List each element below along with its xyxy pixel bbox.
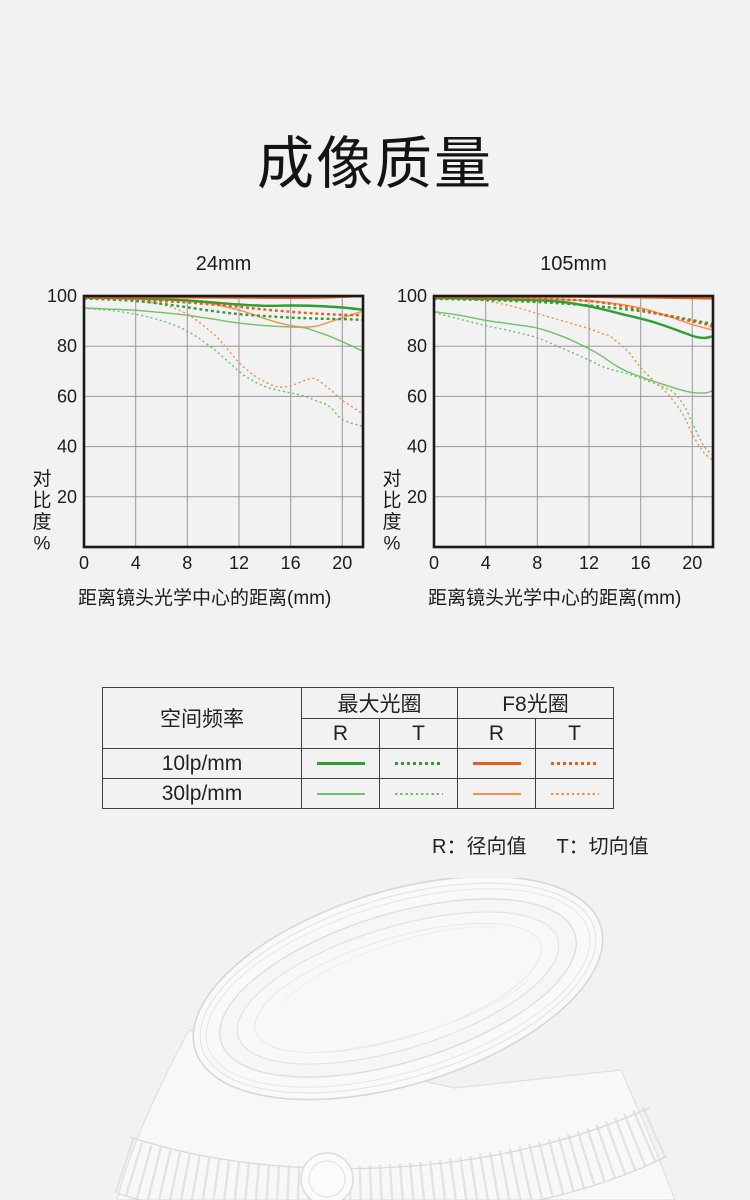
swatch-10lp-f8-t-line — [550, 762, 599, 765]
curve-30lp-max-r — [83, 307, 364, 352]
svg-text:12: 12 — [229, 553, 249, 573]
svg-text:20: 20 — [332, 553, 352, 573]
footnote-tangential: T：切向值 — [556, 836, 649, 858]
svg-text:80: 80 — [407, 336, 427, 356]
swatch-30lp-max-r-line — [316, 792, 365, 795]
svg-text:40: 40 — [57, 437, 77, 457]
curve-30lp-max-r — [433, 310, 714, 394]
swatch-30lp-f8-r-line — [472, 792, 521, 795]
svg-text:8: 8 — [532, 553, 542, 573]
svg-text:0: 0 — [429, 553, 439, 573]
legend-header-t: T — [379, 718, 458, 749]
svg-text:16: 16 — [631, 553, 651, 573]
swatch-30lp-f8-t-line — [550, 792, 599, 795]
svg-text:4: 4 — [481, 553, 491, 573]
curve-30lp-f8-t — [433, 296, 714, 461]
svg-text:60: 60 — [57, 386, 77, 406]
svg-text:40: 40 — [407, 437, 427, 457]
x-tick-labels: 0 4 8 12 16 20 — [429, 553, 702, 573]
curve-10lp-f8-t — [433, 296, 714, 329]
curve-30lp-max-t — [83, 307, 364, 428]
y-tick-labels: 100 80 60 40 20 — [47, 286, 77, 507]
plot-frame — [82, 294, 365, 549]
mtf-chart-24mm: 24mm 0 4 8 12 16 20 100 80 60 40 20 对比度% 距离镜头光学中心的距离(… — [32, 253, 365, 609]
legend-header-f8-aperture: F8光圈 — [457, 687, 614, 719]
svg-text:对: 对 — [382, 468, 401, 490]
lens-barrel-sketch — [114, 875, 676, 1200]
curve-10lp-max-r — [83, 296, 364, 311]
curve-10lp-max-r — [433, 296, 714, 340]
x-axis-label: 距离镜头光学中心的距离(mm) — [78, 587, 331, 609]
svg-text:%: % — [384, 534, 401, 555]
y-axis-label: 对比度% — [32, 468, 51, 555]
chart-title: 105mm — [540, 253, 607, 275]
mtf-chart-105mm: 105mm 0 4 8 12 16 20 100 80 60 40 20 对比度% 距离镜头光学中心的距离… — [382, 253, 715, 609]
legend-row-30lpmm: 30lp/mm — [102, 778, 614, 809]
svg-text:度: 度 — [382, 511, 401, 533]
svg-text:8: 8 — [182, 553, 192, 573]
svg-text:12: 12 — [579, 553, 599, 573]
svg-text:4: 4 — [131, 553, 141, 573]
svg-text:20: 20 — [407, 487, 427, 507]
swatch-10lp-max-t-line — [394, 762, 443, 765]
svg-text:80: 80 — [57, 336, 77, 356]
svg-text:100: 100 — [397, 286, 427, 306]
curve-30lp-max-t — [433, 311, 714, 456]
svg-text:度: 度 — [32, 511, 51, 533]
legend-label-30lpmm: 30lp/mm — [102, 778, 302, 809]
svg-text:16: 16 — [281, 553, 301, 573]
series-curves — [433, 295, 714, 461]
legend-table: 空间频率 最大光圈 F8光圈 R T R T 10lp/mm 30lp/mm — [102, 687, 614, 809]
plot-frame — [432, 294, 715, 549]
svg-text:60: 60 — [407, 386, 427, 406]
swatch-30lp-max-t-line — [394, 792, 443, 795]
series-curves — [83, 294, 364, 428]
x-axis-label: 距离镜头光学中心的距离(mm) — [428, 587, 681, 609]
legend-header-spatial-frequency: 空间频率 — [102, 687, 302, 749]
legend-header-r: R — [457, 718, 536, 749]
svg-text:%: % — [34, 534, 51, 555]
svg-text:比: 比 — [382, 490, 401, 512]
legend-header-r: R — [301, 718, 380, 749]
page-title: 成像质量 — [257, 132, 493, 196]
legend-header-t: T — [535, 718, 614, 749]
svg-text:比: 比 — [32, 490, 51, 512]
legend-row-10lpmm: 10lp/mm — [102, 748, 614, 779]
legend-label-10lpmm: 10lp/mm — [102, 748, 302, 779]
svg-text:100: 100 — [47, 286, 77, 306]
y-axis-label: 对比度% — [382, 468, 401, 555]
curve-30lp-f8-r — [433, 296, 714, 331]
y-tick-labels: 100 80 60 40 20 — [397, 286, 427, 507]
footnote-radial: R：径向值 — [432, 836, 527, 858]
gridlines — [84, 296, 363, 547]
svg-text:20: 20 — [682, 553, 702, 573]
svg-text:0: 0 — [79, 553, 89, 573]
lens-product-image — [55, 875, 695, 1200]
swatch-10lp-max-r-line — [316, 762, 365, 765]
svg-text:对: 对 — [32, 468, 51, 490]
swatch-10lp-f8-r-line — [472, 762, 521, 765]
chart-title: 24mm — [196, 253, 252, 275]
svg-text:20: 20 — [57, 487, 77, 507]
legend-footnote: R：径向值 T：切向值 — [432, 830, 649, 859]
x-tick-labels: 0 4 8 12 16 20 — [79, 553, 352, 573]
legend-header-max-aperture: 最大光圈 — [301, 687, 458, 719]
gridlines — [434, 296, 713, 547]
